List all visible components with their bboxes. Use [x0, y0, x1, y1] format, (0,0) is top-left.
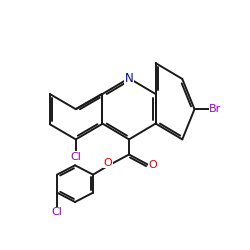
Text: Cl: Cl	[70, 152, 81, 162]
Text: O: O	[149, 160, 158, 170]
Text: N: N	[125, 72, 134, 85]
Text: O: O	[104, 158, 112, 168]
Text: Br: Br	[209, 104, 222, 114]
Text: Cl: Cl	[52, 208, 62, 218]
